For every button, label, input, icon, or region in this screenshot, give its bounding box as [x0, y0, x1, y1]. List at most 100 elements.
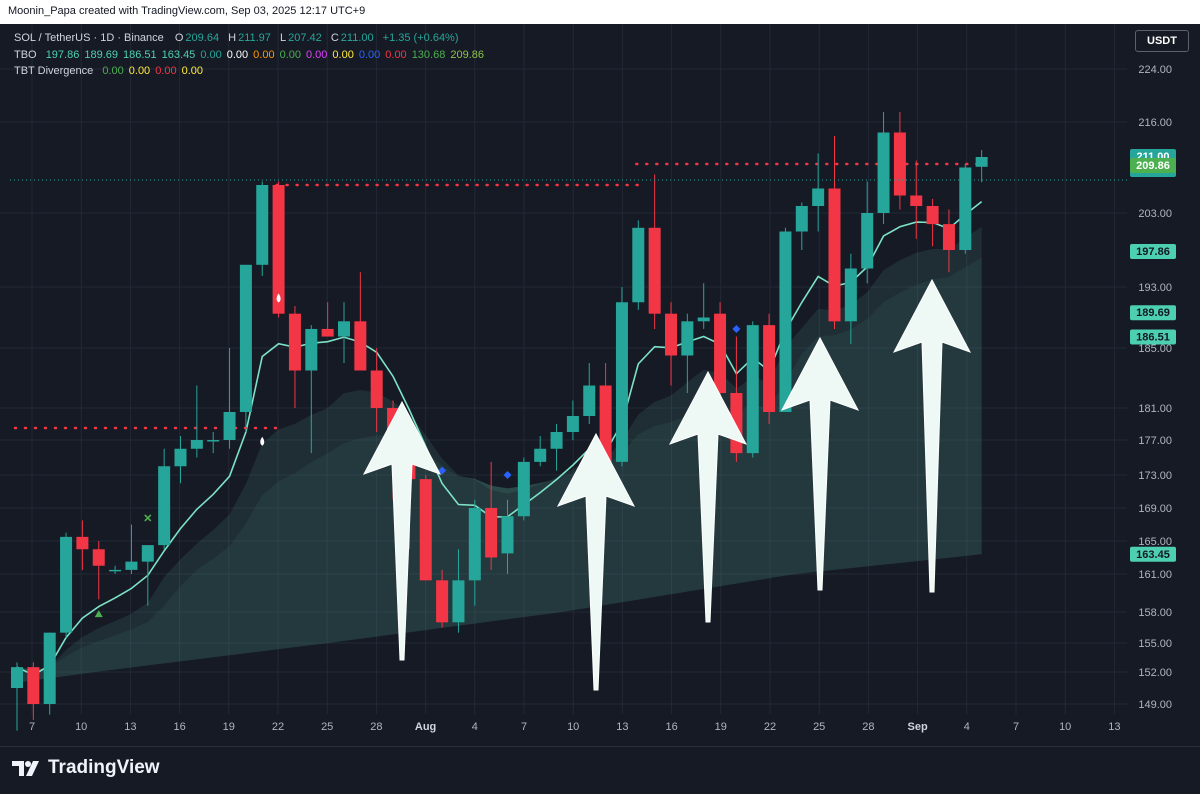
signal-x	[144, 514, 152, 522]
candle-body	[468, 508, 481, 581]
candle-body	[452, 580, 465, 623]
candle-body	[893, 132, 906, 196]
tradingview-logo[interactable]: TradingView	[12, 757, 160, 779]
tbt-label: TBT Divergence	[14, 65, 94, 77]
tbo-values: 197.86 189.69 186.51 163.45 0.00 0.00 0.00 0.00…	[46, 49, 489, 61]
candle-body	[714, 313, 727, 393]
tbt-values: 0.00 0.00 0.00 0.00	[102, 65, 208, 77]
tbo-value: 0.00	[279, 49, 301, 61]
candle-body	[550, 432, 563, 449]
candle-body	[632, 227, 645, 303]
candles	[11, 112, 988, 731]
tbo-mid-band	[17, 226, 982, 672]
candle-body	[288, 313, 301, 371]
time-tick-label: 19	[223, 721, 235, 733]
tbo-value: 209.86	[450, 49, 484, 61]
candle-body	[109, 569, 122, 572]
time-tick-label: Sep	[908, 721, 928, 733]
candle-body	[763, 325, 776, 412]
price-labels: 211.0020:42:55209.86197.86189.69186.5116…	[1130, 149, 1176, 562]
tbt-value: 0.00	[128, 65, 151, 77]
price-label-text: 189.69	[1136, 307, 1170, 319]
price-label-box	[1130, 329, 1176, 345]
time-tick-label: 10	[567, 721, 579, 733]
candle-body	[223, 412, 236, 440]
candle-body	[125, 561, 138, 570]
candle-body	[959, 167, 972, 250]
tbo-value: 0.00	[253, 49, 275, 61]
price-tick-label: 152.00	[1138, 667, 1172, 679]
candle-body	[92, 549, 105, 566]
candle-body	[942, 224, 955, 250]
time-tick-label: 25	[321, 721, 333, 733]
candle-body	[975, 157, 988, 167]
time-tick-label: 4	[964, 721, 970, 733]
candle-body	[501, 516, 514, 554]
candle-body	[566, 416, 579, 432]
candle-body	[795, 206, 808, 232]
price-tick-label: 177.00	[1138, 435, 1172, 447]
candle-body	[812, 188, 825, 206]
time-tick-label: 13	[124, 721, 136, 733]
tbo-value: 163.45	[161, 49, 196, 61]
tbt-value: 0.00	[181, 65, 204, 77]
tbo-fast-line	[16, 201, 983, 676]
candle-body	[60, 536, 73, 633]
price-tick-label: 173.00	[1138, 470, 1172, 482]
signal-diamond	[438, 466, 447, 475]
currency-button[interactable]: USDT	[1135, 30, 1189, 52]
candle-body	[27, 667, 40, 704]
annotation-arrow	[668, 370, 748, 623]
candle-body	[272, 185, 285, 314]
signal-drop	[276, 293, 281, 303]
high-value: 211.97	[238, 32, 271, 44]
candle-body	[534, 448, 547, 462]
symbol-title: SOL / TetherUS · 1D · Binance	[14, 32, 164, 44]
high-label: H	[228, 32, 237, 44]
grid-lines	[0, 24, 1127, 714]
time-tick-label: 13	[1108, 721, 1120, 733]
time-tick-label: 13	[616, 721, 628, 733]
time-tick-label: Aug	[415, 721, 436, 733]
price-tick-label: 155.00	[1138, 638, 1172, 650]
tbt-value: 0.00	[155, 65, 177, 77]
price-label-text: 209.86	[1136, 160, 1170, 172]
candle-body	[370, 370, 383, 408]
time-tick-label: 19	[715, 721, 727, 733]
candle-body	[665, 313, 677, 356]
tbo-value: 0.00	[358, 49, 381, 61]
time-tick-label: 10	[1059, 721, 1071, 733]
tbo-value: 0.00	[200, 49, 222, 61]
price-tick-label: 161.00	[1138, 569, 1172, 581]
time-tick-label: 16	[665, 721, 677, 733]
snapshot-header: Moonin_Papa created with TradingView.com…	[0, 0, 1200, 24]
candle-body	[910, 195, 923, 206]
price-label-box	[1130, 157, 1176, 173]
price-tick-label: 216.00	[1138, 117, 1172, 129]
candle-body	[517, 461, 530, 517]
tbo-bands	[16, 201, 983, 683]
annotation-arrow	[362, 400, 442, 661]
candle-body	[746, 325, 759, 454]
price-label-box	[1130, 305, 1176, 321]
price-tick-label: 193.00	[1138, 282, 1172, 294]
candle-body	[681, 321, 694, 356]
price-label-text: 197.86	[1136, 246, 1170, 258]
price-tick-label: 169.00	[1138, 503, 1172, 515]
candle-body	[583, 385, 596, 416]
price-tick-label: 203.00	[1138, 208, 1172, 220]
candle-body	[11, 667, 23, 688]
close-label: C	[330, 32, 339, 44]
candle-body	[76, 536, 89, 550]
tradingview-logo-icon	[12, 761, 39, 776]
tbo-value: 186.51	[123, 49, 157, 61]
candle-body	[926, 206, 939, 225]
price-chart[interactable]: 224.00 216.00 203.00 193.00 185.00 181.00 177.…	[0, 24, 1200, 746]
tbo-value: 0.00	[306, 49, 328, 61]
candle-body	[305, 328, 318, 371]
footer: TradingView	[0, 746, 1200, 794]
candle-body	[338, 321, 350, 337]
signal-markers	[94, 293, 741, 618]
tbo-value: 0.00	[385, 49, 407, 61]
